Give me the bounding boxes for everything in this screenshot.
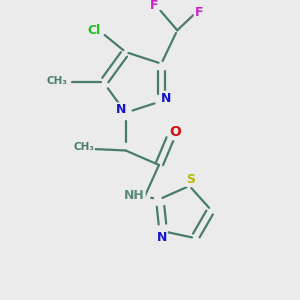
Text: Cl: Cl [87, 24, 100, 37]
Text: O: O [169, 125, 181, 139]
Text: N: N [157, 231, 167, 244]
Text: S: S [186, 173, 195, 186]
Text: NH: NH [124, 189, 145, 202]
Text: CH₃: CH₃ [73, 142, 94, 152]
Text: F: F [150, 0, 158, 12]
Text: F: F [195, 6, 203, 19]
Text: N: N [160, 92, 171, 105]
Text: CH₃: CH₃ [47, 76, 68, 86]
Text: N: N [116, 103, 127, 116]
